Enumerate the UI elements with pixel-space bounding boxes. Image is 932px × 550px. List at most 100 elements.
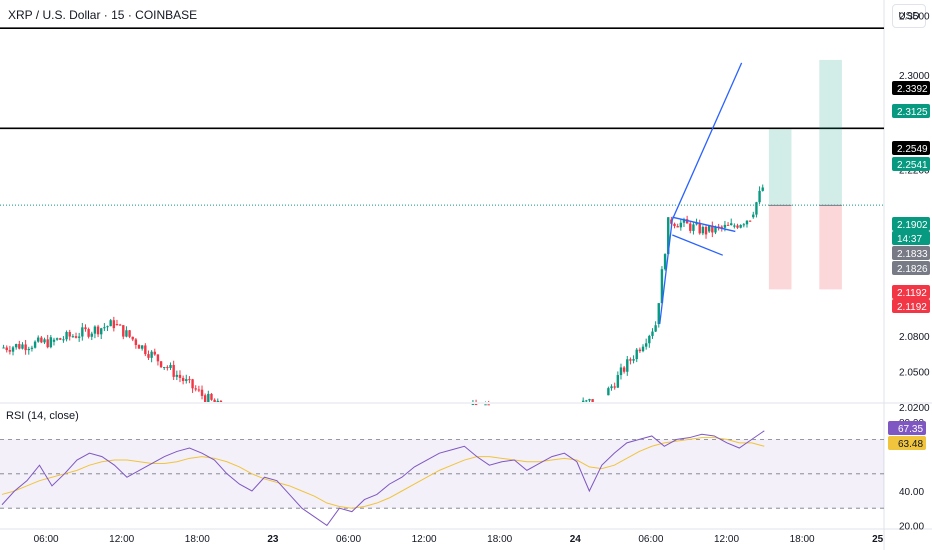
candle-body <box>194 388 197 390</box>
candle-body <box>172 364 175 377</box>
candle-body <box>676 226 679 228</box>
price-label-box <box>892 141 930 155</box>
candle-body <box>685 219 689 224</box>
candle-body <box>200 389 204 396</box>
positions-group <box>768 59 842 290</box>
candle-body <box>55 338 59 340</box>
candle-body <box>626 359 629 372</box>
rsi-tick-label: 40.00 <box>899 487 924 498</box>
candle-body <box>726 224 730 226</box>
candle-body <box>128 330 131 337</box>
candle-body <box>704 226 708 235</box>
candle-body <box>137 345 141 349</box>
x-tick-label: 06:00 <box>336 534 361 545</box>
candle-body <box>100 328 103 335</box>
candle-body <box>739 224 742 228</box>
candle-body <box>670 219 673 224</box>
candle-body <box>663 254 667 270</box>
candle-body <box>619 367 623 376</box>
candle-body <box>8 350 12 352</box>
rsi-title: RSI (14, close) <box>6 410 79 422</box>
candle-body <box>471 404 475 406</box>
price-label-text: 2.1826 <box>897 264 928 275</box>
price-label-text: 2.1192 <box>897 288 927 299</box>
candle-body <box>484 404 487 406</box>
candle-body <box>18 344 21 349</box>
candle-body <box>11 347 15 352</box>
y-tick-label: 2.0500 <box>899 368 930 379</box>
candle-body <box>648 335 651 344</box>
candle-body <box>714 226 717 233</box>
candle-body <box>134 339 138 346</box>
candle-body <box>65 331 68 340</box>
candle-body <box>62 339 65 341</box>
candle-body <box>203 395 207 402</box>
candle-body <box>733 225 736 227</box>
rsi-ma-line <box>1 437 765 509</box>
candle-body <box>49 337 53 348</box>
x-tick-label: 24 <box>570 534 582 545</box>
candle-body <box>185 379 188 381</box>
y-tick-label: 2.2200 <box>899 166 930 177</box>
candle-body <box>122 325 125 337</box>
candle-body <box>197 389 201 391</box>
candle-body <box>84 327 87 330</box>
candle-body <box>37 337 40 342</box>
flag-pattern-group <box>659 62 743 325</box>
candle-body <box>14 344 18 348</box>
x-tick-label: 12:00 <box>412 534 437 545</box>
x-tick-label: 23 <box>267 534 279 545</box>
price-label-text: 2.2541 <box>897 160 928 171</box>
x-tick-label: 06:00 <box>638 534 663 545</box>
candle-body <box>52 339 56 342</box>
candle-body <box>112 320 116 329</box>
candle-body <box>657 303 660 325</box>
candle-body <box>178 374 182 378</box>
candle-body <box>692 224 695 231</box>
rsi-value-box <box>888 421 926 435</box>
candle-body <box>27 348 30 351</box>
candle-body <box>144 345 147 355</box>
candle-body <box>698 222 701 234</box>
candle-body <box>752 214 755 218</box>
x-tick-label: 18:00 <box>487 534 512 545</box>
x-tick-label: 12:00 <box>109 534 134 545</box>
currency-button[interactable]: USD <box>892 4 926 28</box>
candle-body <box>667 217 670 255</box>
rsi-ma-value-text: 63.48 <box>898 439 923 450</box>
candle-body <box>758 190 761 203</box>
candle-body <box>632 359 635 361</box>
candle-body <box>219 400 223 402</box>
x-tick-label: 18:00 <box>790 534 815 545</box>
candle-body <box>2 347 5 349</box>
flag-bottom-line <box>672 234 723 256</box>
candle-body <box>588 399 591 401</box>
candle-body <box>163 367 166 369</box>
candle-body <box>103 327 106 329</box>
candle-body <box>474 404 478 406</box>
price-label-text: 2.3125 <box>897 107 928 118</box>
candle-body <box>695 222 698 225</box>
candle-body <box>207 393 210 402</box>
candle-body <box>748 220 752 222</box>
candle-body <box>711 225 714 233</box>
candle-body <box>93 326 97 334</box>
candle-body <box>723 224 727 228</box>
candle-body <box>585 400 588 402</box>
candle-body <box>96 326 100 335</box>
candle-body <box>90 333 93 337</box>
candle-body <box>673 223 676 227</box>
candle-body <box>150 351 153 358</box>
price-label-box <box>892 104 930 118</box>
candle-body <box>679 222 683 228</box>
price-label-box <box>892 81 930 95</box>
rsi-ma-value-box <box>888 436 926 450</box>
candle-body <box>159 361 163 368</box>
candle-body <box>616 375 620 388</box>
position-stop-zone <box>768 205 792 290</box>
price-label-text: 14:37 <box>897 234 922 245</box>
candle-body <box>745 220 749 225</box>
candle-body <box>59 338 62 340</box>
